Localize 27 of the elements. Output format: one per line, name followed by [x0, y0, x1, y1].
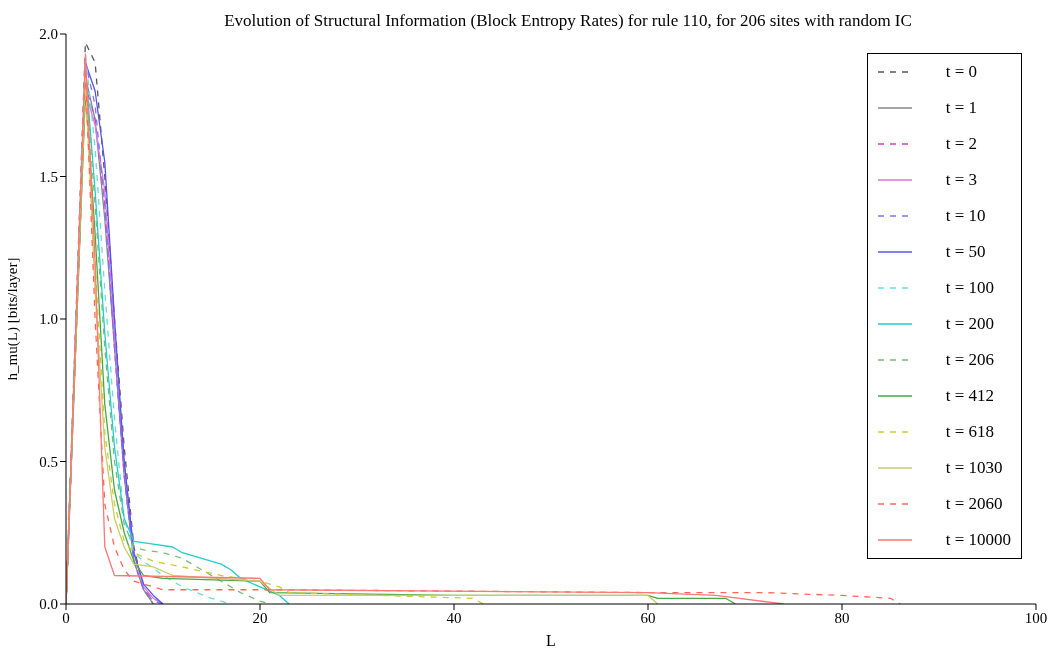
legend-label: t = 200 — [945, 314, 994, 334]
legend-label: t = 412 — [945, 386, 994, 406]
y-tick-label: 1.5 — [39, 168, 58, 185]
legend-label: t = 2 — [945, 134, 977, 154]
legend-label: t = 50 — [945, 242, 986, 262]
x-tick-label: 0 — [62, 609, 70, 626]
chart-title: Evolution of Structural Information (Block Entropy Rates) for rule 110, for 206 sites with random IC — [224, 11, 912, 30]
legend-label: t = 100 — [945, 278, 994, 298]
y-tick-label: 0.5 — [39, 453, 58, 470]
y-tick-label: 1.0 — [39, 311, 58, 328]
y-tick-label: 0.0 — [39, 596, 58, 613]
legend-label: t = 618 — [945, 422, 994, 442]
legend-label: t = 206 — [945, 350, 994, 370]
x-tick-label: 80 — [834, 609, 850, 626]
x-tick-label: 60 — [640, 609, 656, 626]
legend-label: t = 2060 — [945, 494, 1003, 514]
legend-label: t = 10 — [945, 206, 986, 226]
x-tick-label: 40 — [446, 609, 462, 626]
y-tick-label: 2.0 — [39, 26, 58, 43]
legend-label: t = 1030 — [945, 458, 1003, 478]
legend-label: t = 10000 — [945, 530, 1011, 550]
legend-label: t = 1 — [945, 98, 977, 118]
x-axis-title: L — [546, 632, 556, 649]
x-tick-label: 20 — [252, 609, 268, 626]
legend-label: t = 0 — [945, 62, 977, 82]
x-tick-label: 100 — [1024, 609, 1048, 626]
legend-label: t = 3 — [945, 170, 977, 190]
